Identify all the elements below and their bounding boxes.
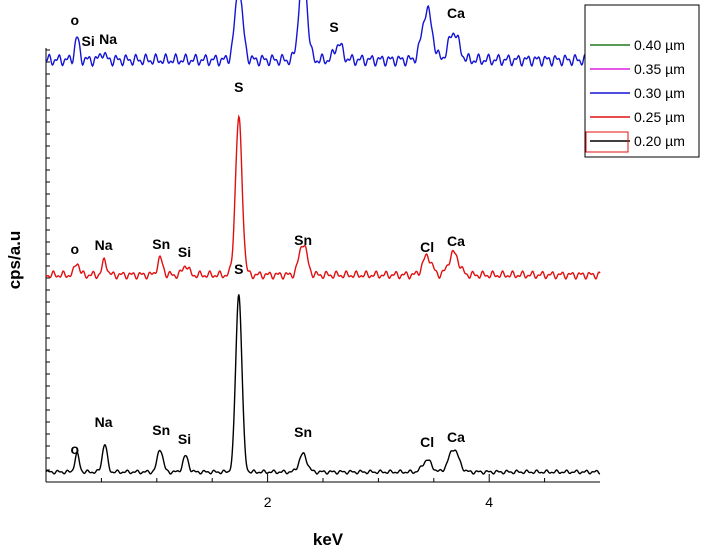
- legend-highlight: [585, 131, 629, 153]
- peak-label: o: [71, 12, 80, 28]
- peak-label: Na: [99, 31, 117, 47]
- plot-series: [45, 0, 601, 475]
- peak-label: Sn: [294, 232, 312, 248]
- peak-label: Cl: [420, 434, 434, 450]
- peak-label: Cl: [420, 239, 434, 255]
- series-line: [45, 294, 601, 475]
- legend-label: 0.35 µm: [634, 61, 685, 77]
- peak-label: Na: [95, 237, 113, 253]
- x-tick-label: 2: [264, 494, 272, 510]
- x-tick-label: 4: [485, 494, 493, 510]
- peak-label: Ca: [447, 429, 465, 445]
- legend-label: 0.30 µm: [634, 85, 685, 101]
- x-axis-title: keV: [313, 530, 344, 549]
- peak-label: o: [71, 441, 80, 457]
- peak-label: S: [234, 261, 243, 277]
- legend-label: 0.20 µm: [634, 133, 685, 149]
- y-axis-title: cps/a.u: [5, 231, 24, 290]
- legend-label: 0.40 µm: [634, 37, 685, 53]
- peak-label: Si: [178, 244, 191, 260]
- peak-labels: oClSSSiSnCaNaoNaSnSiSSnClCaoSiNaSnSSClCa…: [71, 5, 466, 457]
- peak-label: Sn: [152, 236, 170, 252]
- peak-label: S: [234, 79, 243, 95]
- legend-label: 0.25 µm: [634, 109, 685, 125]
- peak-label: Na: [95, 414, 113, 430]
- peak-label: Sn: [152, 422, 170, 438]
- peak-label: S: [329, 19, 338, 35]
- peak-label: Ca: [447, 233, 465, 249]
- series-line: [45, 114, 601, 280]
- peak-label: Si: [178, 431, 191, 447]
- series-line: [45, 0, 601, 68]
- peak-label: Ca: [447, 5, 465, 21]
- peak-label: Sn: [294, 424, 312, 440]
- peak-label: Si: [81, 33, 94, 49]
- legend: 0.40 µm 0.35 µm 0.30 µm 0.25 µm 0.20 µm: [584, 4, 700, 158]
- peak-label: o: [71, 241, 80, 257]
